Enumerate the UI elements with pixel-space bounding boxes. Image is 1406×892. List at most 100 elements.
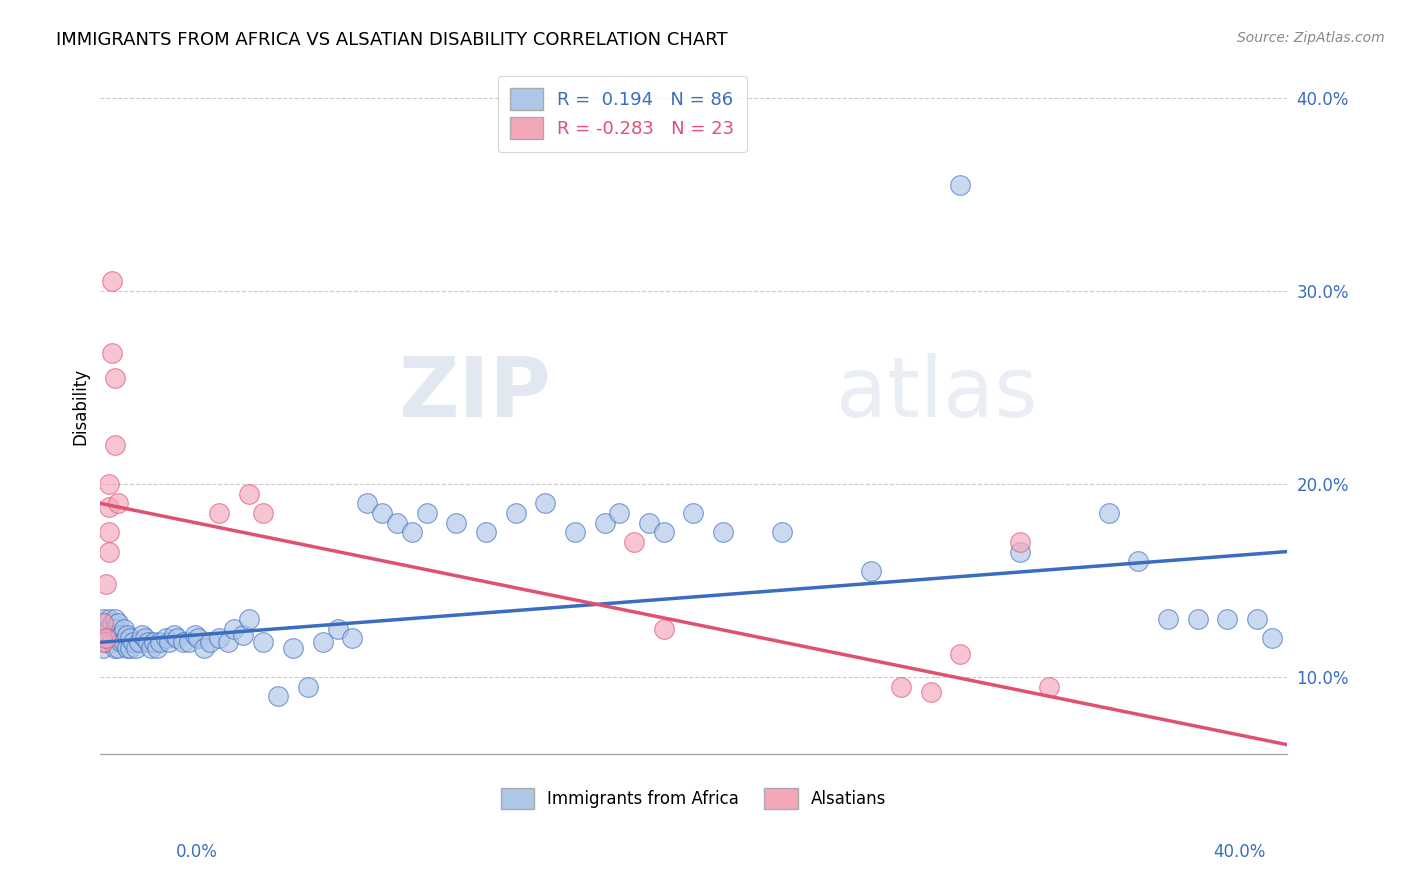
Point [238, 487, 260, 501]
Point [198, 635, 221, 649]
Point [145, 641, 167, 656]
Point [222, 622, 245, 636]
Point [107, 632, 129, 646]
Point [179, 635, 201, 649]
Point [112, 622, 135, 636]
Point [104, 622, 127, 636]
Point [115, 641, 138, 656]
Point [593, 516, 616, 530]
Point [652, 622, 675, 636]
Point [534, 496, 557, 510]
Point [711, 525, 734, 540]
Point [98, 632, 121, 646]
Point [131, 627, 153, 641]
Point [949, 647, 972, 661]
Point [157, 635, 180, 649]
Point [101, 635, 124, 649]
Point [122, 635, 145, 649]
Legend: Immigrants from Africa, Alsatians: Immigrants from Africa, Alsatians [494, 781, 893, 815]
Point [252, 635, 274, 649]
Point [98, 525, 121, 540]
Point [623, 535, 645, 549]
Point [96, 632, 118, 646]
Point [155, 632, 177, 646]
Point [149, 635, 172, 649]
Point [312, 635, 335, 649]
Point [128, 635, 150, 649]
Point [98, 477, 121, 491]
Point [208, 506, 231, 520]
Point [475, 525, 498, 540]
Point [267, 690, 290, 704]
Point [1261, 632, 1284, 646]
Point [91, 635, 114, 649]
Point [91, 615, 114, 630]
Point [772, 525, 794, 540]
Text: Source: ZipAtlas.com: Source: ZipAtlas.com [1237, 31, 1385, 45]
Point [98, 544, 121, 558]
Point [564, 525, 586, 540]
Point [1157, 612, 1180, 626]
Point [104, 612, 127, 626]
Point [115, 627, 138, 641]
Point [217, 635, 239, 649]
Point [252, 506, 274, 520]
Text: 40.0%: 40.0% [1213, 843, 1265, 861]
Point [139, 641, 162, 656]
Point [136, 635, 159, 649]
Point [1246, 612, 1268, 626]
Text: ZIP: ZIP [399, 352, 551, 434]
Point [107, 641, 129, 656]
Point [112, 635, 135, 649]
Point [101, 615, 124, 630]
Point [1008, 544, 1031, 558]
Point [91, 612, 114, 626]
Point [104, 641, 127, 656]
Point [193, 641, 215, 656]
Point [134, 632, 156, 646]
Point [281, 641, 304, 656]
Point [96, 615, 118, 630]
Point [101, 627, 124, 641]
Point [949, 178, 972, 192]
Point [98, 500, 121, 515]
Point [297, 680, 319, 694]
Point [385, 516, 408, 530]
Y-axis label: Disability: Disability [72, 368, 89, 445]
Point [96, 577, 118, 591]
Point [652, 525, 675, 540]
Point [125, 641, 148, 656]
Point [166, 632, 188, 646]
Point [172, 635, 194, 649]
Point [1008, 535, 1031, 549]
Point [682, 506, 704, 520]
Text: 0.0%: 0.0% [176, 843, 218, 861]
Point [110, 635, 132, 649]
Point [1187, 612, 1209, 626]
Point [920, 685, 942, 699]
Point [96, 635, 118, 649]
Point [107, 496, 129, 510]
Point [890, 680, 912, 694]
Point [607, 506, 630, 520]
Point [184, 627, 207, 641]
Point [1038, 680, 1060, 694]
Point [107, 615, 129, 630]
Point [232, 627, 254, 641]
Point [104, 371, 127, 385]
Point [208, 632, 231, 646]
Point [91, 641, 114, 656]
Point [101, 275, 124, 289]
Point [1128, 554, 1150, 568]
Point [118, 641, 141, 656]
Point [104, 438, 127, 452]
Point [342, 632, 364, 646]
Point [860, 564, 883, 578]
Text: IMMIGRANTS FROM AFRICA VS ALSATIAN DISABILITY CORRELATION CHART: IMMIGRANTS FROM AFRICA VS ALSATIAN DISAB… [56, 31, 728, 49]
Point [356, 496, 378, 510]
Point [187, 632, 209, 646]
Point [104, 627, 127, 641]
Point [326, 622, 349, 636]
Text: atlas: atlas [835, 352, 1038, 434]
Point [1098, 506, 1121, 520]
